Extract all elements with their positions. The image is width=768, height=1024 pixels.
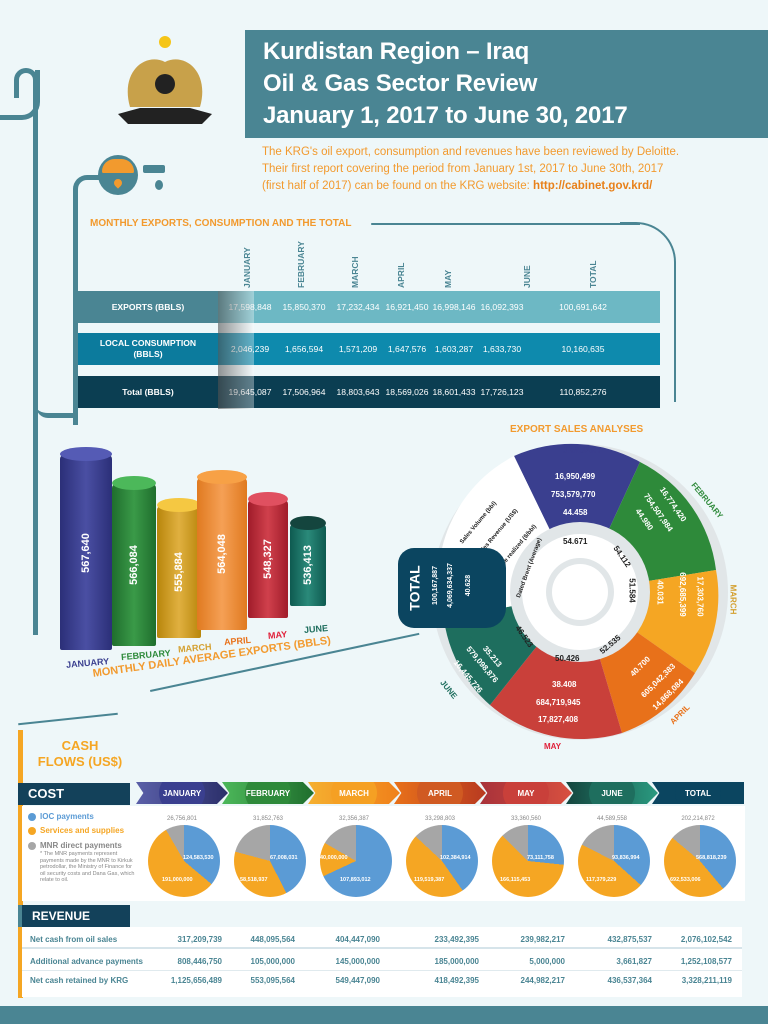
faucet-icon: [143, 165, 165, 173]
divider-line: [18, 712, 118, 726]
pie-january: [148, 825, 220, 897]
col-header-total: TOTAL: [588, 260, 598, 288]
bar-january: 567,640: [60, 447, 112, 650]
period-arrow-june: JUNE: [566, 782, 658, 804]
legend-ioc: IOC payments: [28, 812, 94, 821]
footer-bar: [0, 1006, 768, 1024]
period-arrow-may: MAY: [480, 782, 572, 804]
pie-total: [664, 825, 736, 897]
mnr-dot-icon: [28, 841, 36, 850]
donut-title: EXPORT SALES ANALYSES: [510, 424, 644, 435]
cost-label: COST: [18, 783, 130, 805]
pipe-decoration: [14, 68, 38, 98]
table-row: Net cash from oil sales 317,209,739 448,…: [22, 929, 742, 949]
title-line-2: Oil & Gas Sector Review: [263, 70, 538, 97]
cost-legend-panel: [22, 806, 135, 901]
table-row-local-consumption: LOCAL CONSUMPTION (BBLS) 2,046,239 1,656…: [78, 333, 660, 365]
revenue-label: REVENUE: [18, 905, 130, 927]
row-label: Total (BBLS): [122, 386, 174, 397]
cash-flows-title: CASH FLOWS (US$): [37, 738, 123, 769]
period-arrow-april: APRIL: [394, 782, 486, 804]
export-sales-donut: [414, 440, 738, 755]
period-arrow-january: JANUARY: [136, 782, 228, 804]
pie-march: [320, 825, 392, 897]
donut-month-may: MAY: [544, 742, 562, 751]
legend-mnr: MNR direct payments: [28, 841, 122, 850]
col-header-jun: JUNE: [522, 265, 532, 288]
donut-month-march: MARCH: [728, 584, 738, 615]
revenue-table: Net cash from oil sales 317,209,739 448,…: [22, 927, 742, 997]
water-drop-icon: [155, 180, 163, 190]
services-dot-icon: [28, 826, 36, 835]
page-title-box: Kurdistan Region – Iraq Oil & Gas Sector…: [245, 30, 768, 138]
col-header-feb: FEBRUARY: [296, 241, 306, 288]
row-label: EXPORTS (BBLS): [78, 291, 218, 323]
pipe-decoration: [73, 175, 103, 425]
row-label: LOCAL CONSUMPTION (BBLS): [78, 333, 218, 365]
pipe-decoration: [620, 222, 676, 402]
title-line-3: January 1, 2017 to June 30, 2017: [263, 102, 628, 129]
mnr-note: * The MNR payments represent payments ma…: [40, 851, 135, 883]
website-link[interactable]: http://cabinet.gov.krd/: [533, 180, 653, 192]
period-arrow-february: FEBRUARY: [222, 782, 314, 804]
water-meter-icon: [98, 155, 138, 195]
period-arrow-total: TOTAL: [652, 782, 744, 804]
krg-emblem-icon: [110, 32, 220, 132]
bar-february: 566,084: [112, 476, 156, 646]
table-row: Net cash retained by KRG 1,125,656,489 5…: [30, 976, 732, 985]
pie-june: [578, 825, 650, 897]
bar-label-may: MAY: [267, 629, 288, 641]
pipe-decoration: [33, 90, 38, 635]
table-row-exports: EXPORTS (BBLS) 17,598,848 15,850,370 17,…: [78, 291, 660, 323]
bar-june: 536,413: [290, 516, 326, 606]
title-line-1: Kurdistan Region – Iraq: [263, 38, 530, 65]
donut-total-tab: TOTAL 100,167,887 4,069,634,337 40.628: [398, 548, 506, 628]
pie-february: [234, 825, 306, 897]
monthly-table-title: MONTHLY EXPORTS, CONSUMPTION AND THE TOT…: [90, 218, 358, 229]
period-arrow-march: MARCH: [308, 782, 400, 804]
col-header-may: MAY: [443, 269, 453, 288]
bar-march: 555,884: [157, 498, 201, 638]
bar-april: 564,048: [197, 470, 247, 630]
divider-line: [371, 223, 640, 225]
intro-text: The KRG's oil export, consumption and re…: [262, 146, 680, 192]
bar-may: 548,327: [248, 492, 288, 618]
donut-month-january: JANUARY: [563, 446, 602, 455]
bar-label-june: JUNE: [303, 622, 329, 636]
table-row: Additional advance payments 808,446,750 …: [22, 951, 742, 971]
pipe-decoration: [36, 400, 76, 418]
pie-april: [406, 825, 478, 897]
total-label: TOTAL: [406, 565, 423, 611]
legend-services: Services and supplies: [28, 826, 124, 835]
shadow-column: [218, 291, 254, 409]
ioc-dot-icon: [28, 812, 36, 821]
cash-flow-accent-bar: [18, 730, 23, 998]
pie-may: [492, 825, 564, 897]
table-row-total: Total (BBLS) 19,645,087 17,506,964 18,80…: [78, 376, 660, 408]
col-header-jan: JANUARY: [242, 247, 252, 288]
